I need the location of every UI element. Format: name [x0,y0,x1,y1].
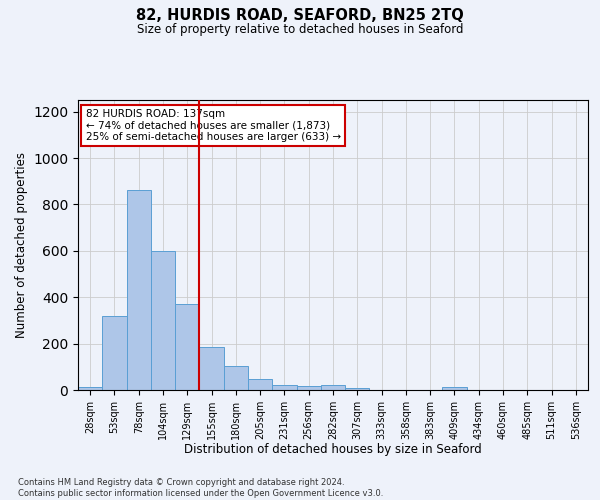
Bar [442,387,467,390]
Text: Contains HM Land Registry data © Crown copyright and database right 2024.
Contai: Contains HM Land Registry data © Crown c… [18,478,383,498]
Text: 82 HURDIS ROAD: 137sqm
← 74% of detached houses are smaller (1,873)
25% of semi-: 82 HURDIS ROAD: 137sqm ← 74% of detached… [86,108,341,142]
Bar [321,386,345,390]
Text: Size of property relative to detached houses in Seaford: Size of property relative to detached ho… [137,22,463,36]
Text: Distribution of detached houses by size in Seaford: Distribution of detached houses by size … [184,442,482,456]
Y-axis label: Number of detached properties: Number of detached properties [14,152,28,338]
Bar [175,304,199,390]
Bar [199,347,224,390]
Bar [248,379,272,390]
Bar [296,386,321,390]
Text: 82, HURDIS ROAD, SEAFORD, BN25 2TQ: 82, HURDIS ROAD, SEAFORD, BN25 2TQ [136,8,464,22]
Bar [127,190,151,390]
Bar [224,366,248,390]
Bar [345,388,370,390]
Bar [151,251,175,390]
Bar [78,386,102,390]
Bar [272,385,296,390]
Bar [102,316,127,390]
